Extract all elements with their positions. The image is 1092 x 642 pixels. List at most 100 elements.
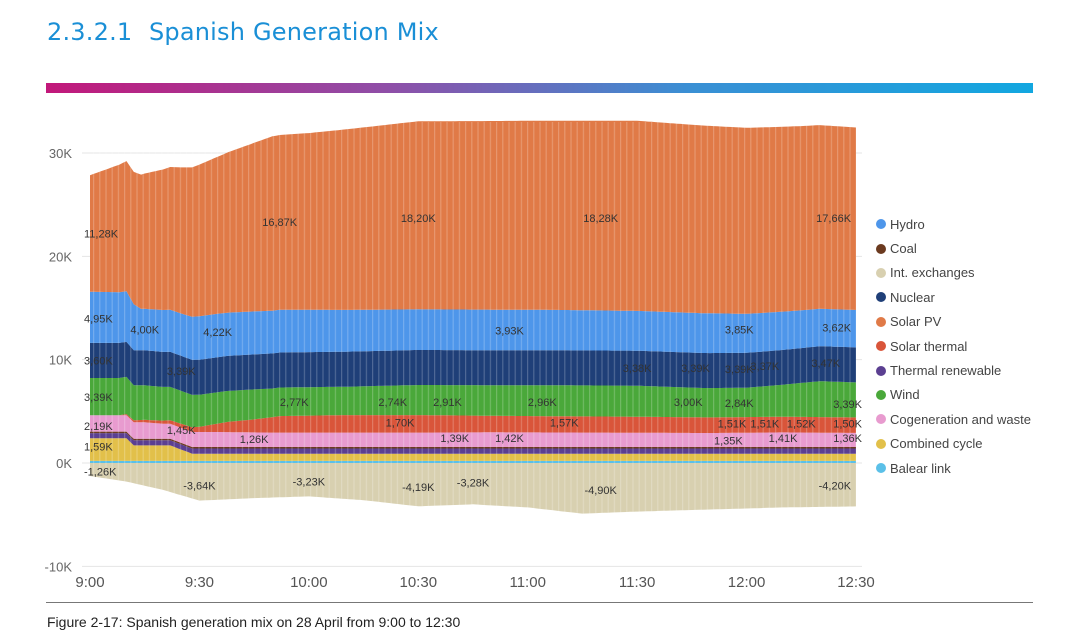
legend-dot-icon xyxy=(876,365,886,376)
data-label: 3,85K xyxy=(725,325,754,337)
y-tick-label: 30K xyxy=(49,146,72,161)
data-label: -3,23K xyxy=(293,477,326,489)
legend-item-combined-cycle[interactable]: Combined cycle xyxy=(876,432,1031,456)
data-label: 1,51K xyxy=(718,419,747,431)
section-title: Spanish Generation Mix xyxy=(149,18,439,46)
data-label: 3,39K xyxy=(84,392,113,404)
legend-item-solar-pv[interactable]: Solar PV xyxy=(876,310,1031,334)
data-label: 2,77K xyxy=(280,397,309,409)
data-label: 3,39K xyxy=(167,366,196,378)
legend-dot-icon xyxy=(876,316,886,327)
data-label: 1,50K xyxy=(833,419,862,431)
legend-item-thermal-renewable[interactable]: Thermal renewable xyxy=(876,358,1031,382)
x-tick-label: 12:30 xyxy=(837,574,875,591)
data-label: 3,93K xyxy=(495,326,524,338)
legend-dot-icon xyxy=(876,414,886,425)
legend-item-solar-thermal[interactable]: Solar thermal xyxy=(876,334,1031,358)
figure-caption: Figure 2-17: Spanish generation mix on 2… xyxy=(47,614,461,630)
data-label: 3,00K xyxy=(674,397,703,409)
data-label: 18,28K xyxy=(583,213,619,225)
legend-item-hydro[interactable]: Hydro xyxy=(876,212,1031,236)
legend-dot-icon xyxy=(876,292,886,303)
data-label: 2,84K xyxy=(725,398,754,410)
data-label: -4,90K xyxy=(584,485,617,497)
legend-label: Cogeneration and waste xyxy=(890,411,1031,427)
legend-dot-icon xyxy=(876,438,886,449)
x-tick-label: 9:30 xyxy=(185,574,214,591)
legend-item-coal[interactable]: Coal xyxy=(876,236,1031,260)
bar-striping xyxy=(90,122,856,517)
data-label-layer: 11,28K 16,87K 18,20K 18,28K 17,66K 4,95K 4,00K… xyxy=(84,213,863,497)
data-label: 1,51K xyxy=(750,419,779,431)
y-tick-label: 20K xyxy=(49,249,72,264)
data-label: 2,74K xyxy=(378,397,407,409)
data-label: -3,28K xyxy=(457,478,490,490)
data-label: 11,28K xyxy=(84,229,119,241)
data-label: 2,19K xyxy=(84,421,113,433)
data-label: -4,20K xyxy=(819,481,852,493)
x-tick-label: 10:30 xyxy=(400,574,438,591)
legend-item-nuclear[interactable]: Nuclear xyxy=(876,285,1031,309)
x-tick-label: 12:00 xyxy=(728,574,766,591)
legend-label: Solar PV xyxy=(890,314,942,330)
legend-dot-icon xyxy=(876,219,886,230)
data-label: 3,37K xyxy=(750,361,779,373)
data-label: -3,64K xyxy=(183,481,216,493)
data-label: 3,39K xyxy=(833,399,862,411)
legend-label: Nuclear xyxy=(890,289,935,305)
data-label: 3,60K xyxy=(84,356,113,368)
x-tick-label: 10:00 xyxy=(290,574,328,591)
legend-item-int-exchanges[interactable]: Int. exchanges xyxy=(876,261,1031,285)
gradient-divider xyxy=(46,83,1033,93)
caption-divider xyxy=(46,602,1033,603)
chart-legend: Hydro Coal Int. exchanges Nuclear Solar PV So… xyxy=(876,212,1031,480)
data-label: 1,41K xyxy=(769,433,798,445)
data-label: 3,38K xyxy=(623,363,652,375)
data-label: 1,59K xyxy=(84,441,113,453)
data-label: 1,39K xyxy=(440,433,469,445)
legend-dot-icon xyxy=(876,267,886,278)
data-label: 1,70K xyxy=(386,418,415,430)
data-label: 1,45K xyxy=(167,425,196,437)
data-label: 3,62K xyxy=(822,323,851,335)
data-label: 2,91K xyxy=(433,397,462,409)
data-label: 3,47K xyxy=(811,358,840,370)
data-label: 16,87K xyxy=(262,217,298,229)
x-tick-label: 9:00 xyxy=(75,574,104,591)
section-number: 2.3.2.1 xyxy=(47,18,133,46)
data-label: -1,26K xyxy=(84,466,117,478)
data-label: 4,22K xyxy=(203,327,232,339)
x-tick-label: 11:30 xyxy=(619,574,655,591)
data-label: 3,39K xyxy=(681,363,710,375)
data-label: 2,96K xyxy=(528,397,557,409)
legend-label: Solar thermal xyxy=(890,338,968,354)
legend-label: Int. exchanges xyxy=(890,265,975,281)
legend-label: Coal xyxy=(890,241,917,257)
data-label: 4,95K xyxy=(84,313,113,325)
legend-label: Combined cycle xyxy=(890,436,983,452)
legend-label: Balear link xyxy=(890,460,951,476)
y-tick-label: 10K xyxy=(49,353,72,368)
legend-label: Thermal renewable xyxy=(890,363,1002,379)
x-tick-label: 11:00 xyxy=(509,574,545,591)
data-label: 3,39K xyxy=(725,364,754,376)
legend-label: Hydro xyxy=(890,216,925,232)
data-label: 1,52K xyxy=(787,419,816,431)
data-label: 1,36K xyxy=(833,433,862,445)
legend-item-balear-link[interactable]: Balear link xyxy=(876,456,1031,480)
data-label: 17,66K xyxy=(816,213,852,225)
data-label: 18,20K xyxy=(401,213,437,225)
data-label: 1,35K xyxy=(714,435,743,447)
y-tick-label: 0K xyxy=(56,456,72,471)
y-tick-label: -10K xyxy=(45,559,73,574)
legend-label: Wind xyxy=(890,387,920,403)
legend-item-wind[interactable]: Wind xyxy=(876,383,1031,407)
data-label: 1,57K xyxy=(550,418,579,430)
section-heading: 2.3.2.1 Spanish Generation Mix xyxy=(47,18,439,46)
data-label: -4,19K xyxy=(402,482,435,494)
legend-dot-icon xyxy=(876,341,886,352)
legend-item-cogeneration-and-waste[interactable]: Cogeneration and waste xyxy=(876,407,1031,431)
legend-dot-icon xyxy=(876,389,886,400)
